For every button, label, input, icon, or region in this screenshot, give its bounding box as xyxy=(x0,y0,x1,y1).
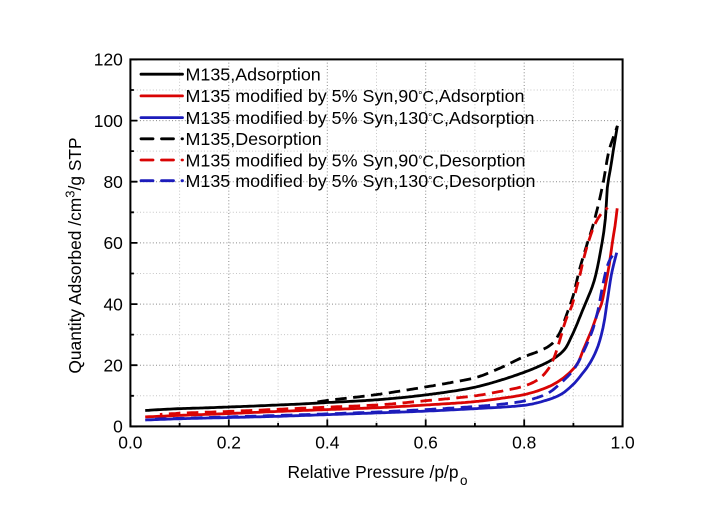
svg-text:80: 80 xyxy=(103,172,122,192)
svg-text:60: 60 xyxy=(103,233,122,253)
svg-text:0.6: 0.6 xyxy=(414,433,438,453)
svg-text:Quantity Adsorbed /cm3/g STP: Quantity Adsorbed /cm3/g STP xyxy=(63,137,86,373)
svg-text:M135 modified by 5% Syn,130°C,: M135 modified by 5% Syn,130°C,Desorption xyxy=(186,171,536,191)
svg-text:M135,Desorption: M135,Desorption xyxy=(186,129,322,149)
svg-text:1.0: 1.0 xyxy=(611,433,635,453)
svg-text:100: 100 xyxy=(94,111,123,131)
svg-text:M135 modified by 5% Syn,90°C,D: M135 modified by 5% Syn,90°C,Desorption xyxy=(186,150,526,170)
svg-text:0: 0 xyxy=(113,417,123,437)
svg-text:M135 modified by 5% Syn,90°C,A: M135 modified by 5% Syn,90°C,Adsorption xyxy=(186,86,525,106)
svg-text:40: 40 xyxy=(103,294,122,314)
svg-text:0.2: 0.2 xyxy=(217,433,241,453)
svg-text:M135,Adsorption: M135,Adsorption xyxy=(186,65,321,85)
svg-text:120: 120 xyxy=(94,50,123,70)
svg-text:20: 20 xyxy=(103,356,122,376)
svg-text:0.4: 0.4 xyxy=(315,433,340,453)
svg-text:M135 modified by 5% Syn,130°C,: M135 modified by 5% Syn,130°C,Adsorption xyxy=(186,108,535,128)
svg-text:0.0: 0.0 xyxy=(118,433,142,453)
svg-text:0.8: 0.8 xyxy=(512,433,536,453)
